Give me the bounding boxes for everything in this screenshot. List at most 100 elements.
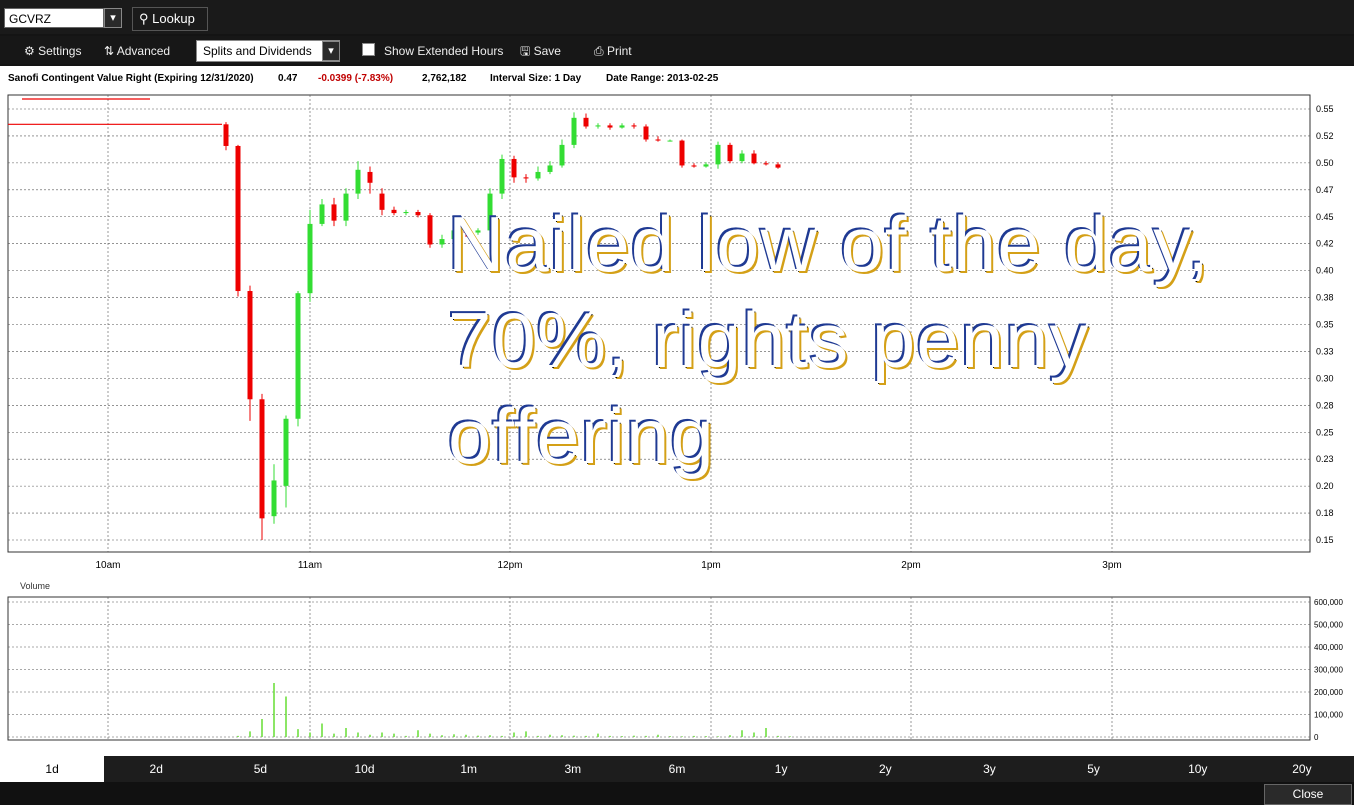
candle-body (583, 117, 589, 127)
price-tick-label: 0.50 (1316, 158, 1334, 168)
printer-icon: ⎙ (594, 44, 604, 58)
candle-body (499, 158, 505, 194)
date-range: Date Range: 2013-02-25 (606, 73, 718, 85)
advanced-button[interactable]: ⇅ Advanced (104, 43, 170, 59)
price-tick-label: 0.42 (1316, 239, 1334, 249)
gear-icon: ⚙ (24, 44, 35, 58)
period-tab-3y[interactable]: 3y (983, 762, 996, 776)
volume-tick-label: 300,000 (1314, 666, 1343, 675)
period-tab-1m[interactable]: 1m (460, 762, 478, 776)
price-tick-label: 0.28 (1316, 400, 1334, 410)
period-tab-3m[interactable]: 3m (564, 762, 582, 776)
splits-dividends-select[interactable]: Splits and Dividends (196, 40, 340, 62)
close-button[interactable]: Close (1264, 784, 1352, 805)
candle-body (559, 144, 565, 166)
time-tick-label: 12pm (497, 560, 522, 571)
price-change: -0.0399 (-7.83%) (318, 73, 394, 84)
annotation-line-1: Nailed low of the day, (448, 200, 1210, 288)
period-tab-20y[interactable]: 20y (1292, 762, 1312, 776)
period-tab-10y[interactable]: 10y (1188, 762, 1208, 776)
splits-chevron-down-icon[interactable]: ▾ (322, 41, 340, 61)
price-tick-label: 0.45 (1316, 212, 1334, 222)
candle-body (367, 171, 373, 183)
candle-body (283, 418, 289, 486)
security-name: Sanofi Contingent Value Right (Expiring … (8, 73, 254, 84)
candle-body (451, 230, 457, 240)
candle-body (403, 212, 409, 214)
period-tab-10d[interactable]: 10d (354, 762, 375, 776)
time-tick-label: 10am (95, 560, 120, 571)
price-tick-label: 0.30 (1316, 373, 1334, 383)
candle-body (619, 125, 625, 128)
candle-body (235, 145, 241, 292)
volume-tick-label: 400,000 (1314, 643, 1343, 652)
save-button[interactable]: 🖫 Save (520, 43, 561, 59)
interval-label: Interval Size: (490, 73, 552, 84)
candle-body (463, 230, 469, 233)
footer (0, 782, 1354, 805)
interval-value: 1 Day (554, 73, 582, 84)
period-tab-2y[interactable]: 2y (878, 762, 892, 776)
price-tick-label: 0.20 (1316, 481, 1334, 491)
volume-tick-label: 500,000 (1314, 621, 1343, 630)
period-tab-5y[interactable]: 5y (1087, 762, 1100, 776)
candle-body (319, 204, 325, 224)
date-range-label: Date Range: (606, 73, 665, 84)
candle-body (691, 165, 697, 167)
print-button[interactable]: ⎙ Print (594, 43, 632, 59)
settings-button[interactable]: ⚙ Settings (24, 43, 81, 59)
period-tab-1y[interactable]: 1y (774, 762, 788, 776)
save-label: Save (533, 44, 561, 58)
price-tick-label: 0.25 (1316, 427, 1334, 437)
price-tick-label: 0.40 (1316, 266, 1334, 276)
advanced-chart-icon: ⇅ (104, 44, 115, 58)
price-tick-label: 0.52 (1316, 131, 1334, 141)
period-tab-5d[interactable]: 5d (253, 762, 268, 776)
candle-body (391, 209, 397, 214)
volume-tick-label: 200,000 (1314, 688, 1343, 697)
candle-body (379, 193, 385, 210)
candle-body (739, 153, 745, 162)
period-tab-6m[interactable]: 6m (668, 762, 686, 776)
price-tick-label: 0.18 (1316, 508, 1334, 518)
extended-hours-checkbox[interactable] (362, 43, 375, 56)
candle-body (415, 212, 421, 216)
lookup-button[interactable]: ⚲ Lookup (132, 7, 208, 31)
price-tick-label: 0.35 (1316, 320, 1334, 330)
candle-body (703, 164, 709, 167)
time-tick-label: 2pm (901, 560, 920, 571)
candle-body (571, 117, 577, 145)
volume-tick-label: 0 (1314, 733, 1319, 742)
advanced-label: Advanced (116, 44, 171, 58)
time-tick-label: 11am (298, 560, 322, 571)
candle-body (547, 165, 553, 172)
symbol-input[interactable]: GCVRZ (4, 8, 104, 28)
candle-body (487, 193, 493, 231)
candle-body (523, 177, 529, 179)
candle-body (343, 193, 349, 221)
candle-body (223, 124, 229, 146)
candle-body (763, 163, 769, 165)
extended-hours-label[interactable]: Show Extended Hours (384, 44, 504, 58)
floppy-disk-icon: 🖫 (520, 44, 531, 58)
candle-body (535, 171, 541, 179)
annotation-line-2: 70%, rights penny (448, 296, 1090, 384)
candle-body (715, 144, 721, 165)
period-tab-1d[interactable]: 1d (0, 756, 105, 782)
candle-body (247, 291, 253, 400)
period-bar (0, 756, 1354, 782)
candle-body (655, 139, 661, 141)
period-tab-2d[interactable]: 2d (149, 762, 163, 776)
settings-label: Settings (38, 44, 82, 58)
candle-body (475, 230, 481, 233)
candle-body (727, 144, 733, 162)
price-tick-label: 0.33 (1316, 346, 1334, 356)
price-plot-frame (7, 94, 1311, 553)
candle-body (667, 140, 673, 142)
top-toolbar: GCVRZ ▾ ⚲ Lookup (0, 0, 1354, 34)
print-label: Print (606, 44, 632, 58)
lookup-label: Lookup (152, 11, 195, 26)
symbol-dropdown-chevron-icon[interactable]: ▾ (104, 8, 122, 28)
interval-size: Interval Size: 1 Day (490, 73, 581, 85)
candle-body (439, 239, 445, 245)
